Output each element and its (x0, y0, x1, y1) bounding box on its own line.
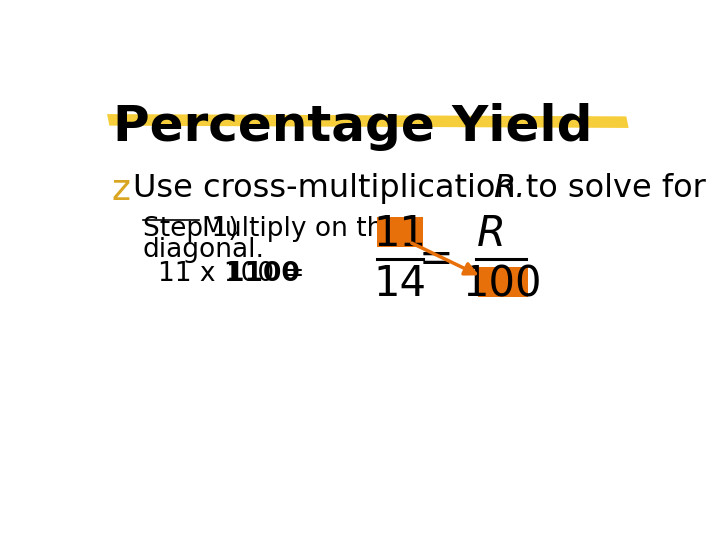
Bar (477, 267, 528, 298)
Text: Percentage Yield: Percentage Yield (113, 103, 593, 151)
Text: Step 1): Step 1) (143, 217, 238, 242)
Text: Use cross-multiplication to solve for: Use cross-multiplication to solve for (133, 173, 716, 204)
Text: 14: 14 (374, 263, 426, 305)
Text: 100: 100 (462, 263, 542, 305)
Text: R.: R. (492, 173, 525, 204)
Text: Multiply on the: Multiply on the (202, 217, 399, 242)
Text: diagonal.: diagonal. (143, 237, 265, 262)
Text: 1100: 1100 (226, 261, 300, 287)
Text: 11: 11 (374, 213, 426, 255)
Text: 11 x 100 =: 11 x 100 = (158, 261, 313, 287)
Text: z: z (112, 173, 130, 207)
Text: =: = (419, 238, 454, 280)
Polygon shape (107, 114, 629, 128)
Bar (377, 217, 423, 247)
Text: R: R (477, 213, 506, 255)
